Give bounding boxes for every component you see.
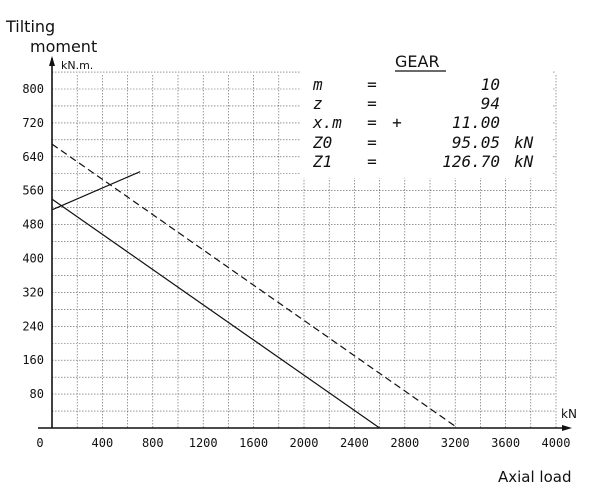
gear-row-key: x.m bbox=[312, 113, 342, 132]
x-tick-label: 3200 bbox=[441, 436, 470, 450]
gear-row-key: z bbox=[313, 94, 323, 113]
y-tick-label: 320 bbox=[22, 285, 44, 299]
gear-row-sign: = bbox=[367, 133, 377, 152]
series-line-1 bbox=[51, 198, 380, 429]
ylabel-line-2: moment bbox=[30, 37, 97, 56]
x-tick-label: 2000 bbox=[290, 436, 319, 450]
x-tick-label: 0 bbox=[36, 436, 43, 450]
gear-row-key: Z0 bbox=[312, 133, 332, 152]
y-tick-label: 480 bbox=[22, 218, 44, 232]
y-tick-label: 560 bbox=[22, 184, 44, 198]
y-unit-label: kN.m. bbox=[61, 59, 93, 72]
xlabel: Axial load bbox=[498, 468, 572, 486]
y-tick-label: 720 bbox=[22, 116, 44, 130]
gear-row-key: Z1 bbox=[312, 152, 332, 171]
x-tick-label: 2800 bbox=[390, 436, 419, 450]
x-tick-label: 3600 bbox=[491, 436, 520, 450]
y-tick-label: 640 bbox=[22, 150, 44, 164]
x-tick-label: 1600 bbox=[239, 436, 268, 450]
y-tick-label: 400 bbox=[22, 252, 44, 266]
x-tick-label: 400 bbox=[92, 436, 114, 450]
gear-title: GEAR bbox=[395, 52, 440, 71]
gear-row-value: 126.70 bbox=[442, 152, 500, 171]
gear-row-unit: kN bbox=[514, 152, 534, 171]
x-tick-label: 4000 bbox=[542, 436, 571, 450]
x-axis-arrow bbox=[562, 425, 572, 431]
x-tick-label: 1200 bbox=[189, 436, 218, 450]
y-tick-label: 80 bbox=[30, 387, 44, 401]
y-tick-label: 800 bbox=[22, 82, 44, 96]
gear-row-key: m bbox=[312, 75, 323, 94]
y-axis-arrow bbox=[49, 56, 55, 66]
gear-row-sign: = bbox=[367, 94, 377, 113]
gear-row-unit: kN bbox=[514, 133, 534, 152]
gear-row-value: 11.00 bbox=[452, 113, 500, 132]
gear-row-sign: = bbox=[367, 113, 377, 132]
x-unit-label: kN bbox=[561, 407, 577, 421]
gear-row-sign: = bbox=[367, 152, 377, 171]
axes bbox=[38, 56, 572, 431]
gear-row-value: 10 bbox=[481, 75, 500, 94]
gear-table: GEAR m = 10 z = 94 x.m = +11.00 Z0 = 95.05 kN Z1 = 126.… bbox=[300, 50, 552, 178]
series-group bbox=[51, 143, 459, 429]
gear-row-value: 94 bbox=[481, 94, 500, 113]
series-line-3 bbox=[51, 171, 141, 211]
x-tick-label: 2400 bbox=[340, 436, 369, 450]
tick-labels: 0 400 800 1200 1600 2000 2400 2800 3200 3600 4000 8… bbox=[22, 82, 570, 450]
gear-row-sign: = bbox=[367, 75, 377, 94]
ylabel-line-1: Tilting bbox=[5, 17, 55, 36]
y-tick-label: 160 bbox=[22, 353, 44, 367]
gear-row-prefix: + bbox=[392, 113, 402, 132]
y-tick-label: 240 bbox=[22, 319, 44, 333]
series-line-2 bbox=[51, 143, 459, 429]
x-tick-label: 800 bbox=[142, 436, 164, 450]
gear-row-value: 95.05 bbox=[452, 133, 500, 152]
